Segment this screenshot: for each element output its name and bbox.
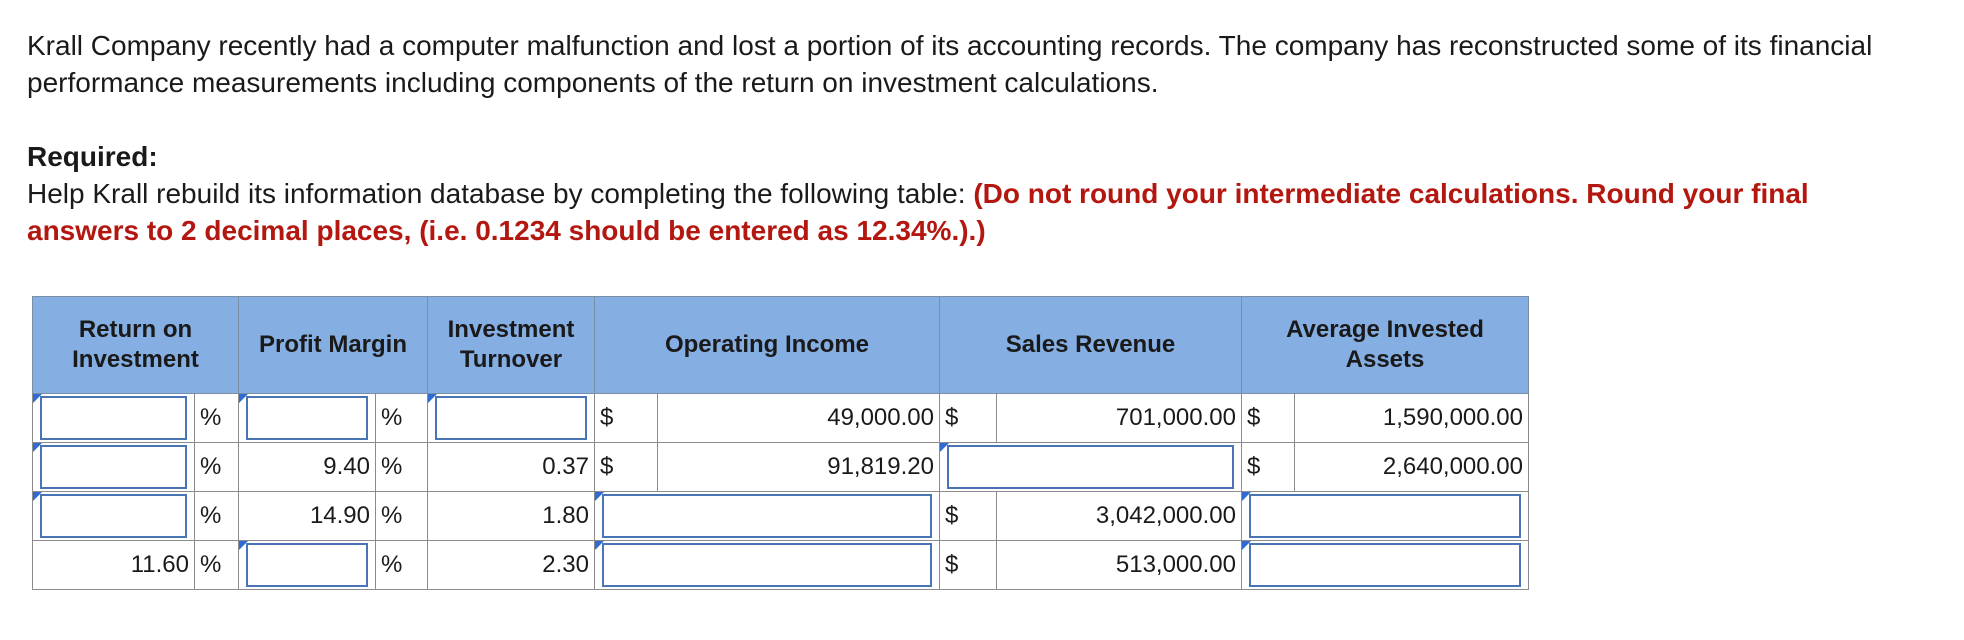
- average-assets-input-cell[interactable]: [1241, 491, 1529, 541]
- header-operating-income: Operating Income: [594, 296, 940, 394]
- average-assets-input[interactable]: [1249, 494, 1521, 538]
- operating-income-value: 49,000.00: [657, 393, 940, 443]
- sales-revenue-value: 3,042,000.00: [996, 491, 1242, 541]
- flag-marker: [33, 492, 42, 501]
- operating-income-input-cell[interactable]: [594, 491, 940, 541]
- flag-marker: [428, 394, 437, 403]
- percent-unit: %: [194, 442, 239, 492]
- dollar-unit: $: [594, 393, 658, 443]
- percent-unit: %: [375, 442, 428, 492]
- operating-income-value: 91,819.20: [657, 442, 940, 492]
- profit-margin-input[interactable]: [246, 396, 368, 440]
- flag-marker: [33, 443, 42, 452]
- flag-marker: [33, 394, 42, 403]
- flag-marker: [940, 443, 949, 452]
- average-assets-input-cell[interactable]: [1241, 540, 1529, 590]
- table-row: % 14.90 % 1.80 $ 3,042,000.00: [32, 491, 1529, 541]
- header-return-on-investment: Return on Investment: [32, 296, 239, 394]
- turnover-input-cell[interactable]: [427, 393, 595, 443]
- roi-input-cell[interactable]: [32, 491, 195, 541]
- percent-unit: %: [194, 540, 239, 590]
- dollar-unit: $: [594, 442, 658, 492]
- operating-income-input-cell[interactable]: [594, 540, 940, 590]
- operating-income-input[interactable]: [602, 494, 932, 538]
- header-row: Return on Investment Profit Margin Inves…: [32, 296, 1529, 394]
- instruction-plain: Help Krall rebuild its information datab…: [27, 178, 974, 209]
- roi-input-cell[interactable]: [32, 442, 195, 492]
- percent-unit: %: [375, 491, 428, 541]
- instruction-text: Help Krall rebuild its information datab…: [27, 175, 1927, 249]
- turnover-value: 1.80: [427, 491, 595, 541]
- dollar-unit: $: [1241, 393, 1295, 443]
- roi-input[interactable]: [40, 445, 187, 489]
- flag-marker: [595, 492, 604, 501]
- turnover-input[interactable]: [435, 396, 587, 440]
- instruction-note: (Do not round your intermediate calculat…: [27, 178, 1809, 246]
- flag-marker: [239, 394, 248, 403]
- intro-text: Krall Company recently had a computer ma…: [27, 30, 1873, 98]
- question-content: Krall Company recently had a computer ma…: [27, 27, 1927, 249]
- dollar-unit: $: [1241, 442, 1295, 492]
- operating-income-input[interactable]: [602, 543, 932, 587]
- average-assets-input[interactable]: [1249, 543, 1521, 587]
- sales-revenue-input[interactable]: [947, 445, 1234, 489]
- average-assets-value: 2,640,000.00: [1294, 442, 1529, 492]
- sales-revenue-input-cell[interactable]: [939, 442, 1242, 492]
- profit-margin-input-cell[interactable]: [238, 393, 376, 443]
- roi-table: Return on Investment Profit Margin Inves…: [32, 296, 1529, 590]
- profit-margin-value: 9.40: [238, 442, 376, 492]
- table-row: % % $ 49,000.00 $ 701,000.00 $ 1,590,000…: [32, 393, 1529, 443]
- header-profit-margin: Profit Margin: [238, 296, 428, 394]
- dollar-unit: $: [939, 393, 997, 443]
- required-title: Required:: [27, 141, 158, 172]
- turnover-value: 2.30: [427, 540, 595, 590]
- percent-unit: %: [375, 393, 428, 443]
- header-average-invested-assets: Average Invested Assets: [1241, 296, 1529, 394]
- percent-unit: %: [194, 491, 239, 541]
- profit-margin-value: 14.90: [238, 491, 376, 541]
- roi-value: 11.60: [32, 540, 195, 590]
- sales-revenue-value: 513,000.00: [996, 540, 1242, 590]
- flag-marker: [1242, 492, 1251, 501]
- percent-unit: %: [375, 540, 428, 590]
- percent-unit: %: [194, 393, 239, 443]
- dollar-unit: $: [939, 540, 997, 590]
- average-assets-value: 1,590,000.00: [1294, 393, 1529, 443]
- table-row: % 9.40 % 0.37 $ 91,819.20 $ 2,640,000.00: [32, 442, 1529, 492]
- header-investment-turnover: Investment Turnover: [427, 296, 595, 394]
- table-row: 11.60 % % 2.30 $ 513,000.00: [32, 540, 1529, 590]
- dollar-unit: $: [939, 491, 997, 541]
- flag-marker: [239, 541, 248, 550]
- flag-marker: [595, 541, 604, 550]
- header-sales-revenue: Sales Revenue: [939, 296, 1242, 394]
- roi-input[interactable]: [40, 494, 187, 538]
- flag-marker: [1242, 541, 1251, 550]
- sales-revenue-value: 701,000.00: [996, 393, 1242, 443]
- roi-input[interactable]: [40, 396, 187, 440]
- profit-margin-input[interactable]: [246, 543, 368, 587]
- roi-input-cell[interactable]: [32, 393, 195, 443]
- turnover-value: 0.37: [427, 442, 595, 492]
- profit-margin-input-cell[interactable]: [238, 540, 376, 590]
